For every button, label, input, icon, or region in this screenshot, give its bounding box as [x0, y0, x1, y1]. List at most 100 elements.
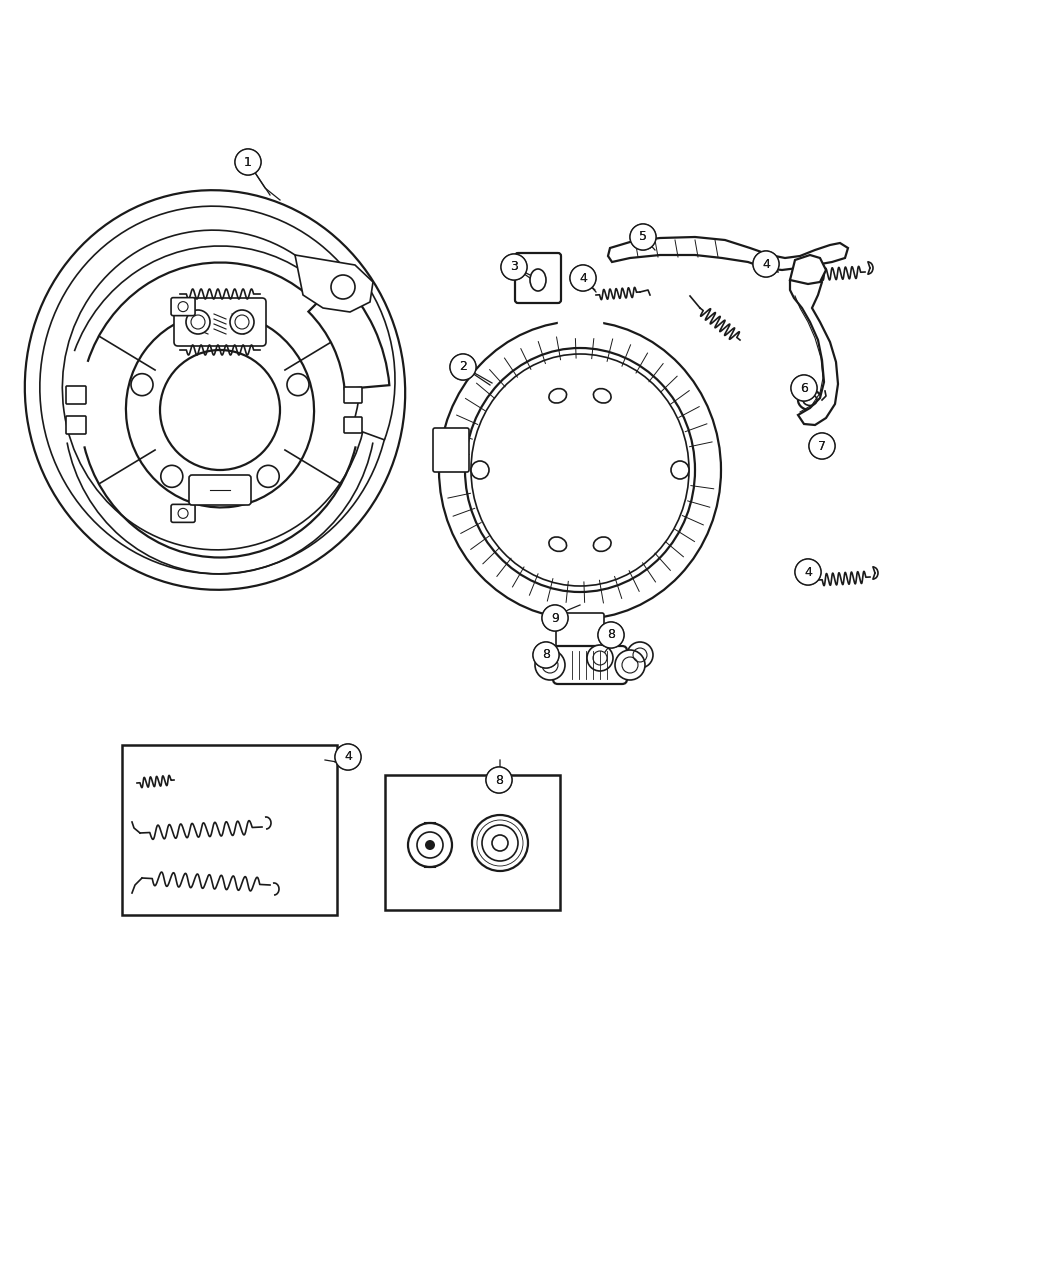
Circle shape [791, 375, 817, 402]
Text: 8: 8 [495, 774, 503, 787]
Circle shape [486, 768, 512, 793]
Ellipse shape [126, 312, 314, 507]
FancyBboxPatch shape [171, 297, 195, 316]
Circle shape [533, 643, 559, 668]
FancyBboxPatch shape [171, 505, 195, 523]
Text: 8: 8 [542, 649, 550, 662]
Text: 4: 4 [804, 566, 812, 579]
Circle shape [178, 509, 188, 519]
Circle shape [235, 149, 261, 175]
Ellipse shape [549, 389, 567, 403]
Text: 4: 4 [762, 258, 770, 270]
Text: 4: 4 [804, 566, 812, 579]
Text: 4: 4 [579, 272, 587, 284]
Circle shape [630, 224, 656, 250]
Text: 6: 6 [800, 381, 807, 394]
FancyBboxPatch shape [66, 416, 86, 434]
Circle shape [178, 302, 188, 311]
Circle shape [671, 462, 689, 479]
Text: 1: 1 [244, 156, 252, 168]
Text: 1: 1 [244, 156, 252, 168]
Circle shape [570, 265, 596, 291]
Text: 3: 3 [510, 260, 518, 274]
Bar [558, 603, 602, 625]
Circle shape [542, 606, 568, 631]
Circle shape [627, 643, 653, 668]
Polygon shape [295, 255, 373, 312]
Text: 9: 9 [551, 612, 559, 625]
Circle shape [160, 351, 280, 470]
Circle shape [791, 375, 817, 402]
Circle shape [335, 745, 361, 770]
Circle shape [501, 254, 527, 280]
Text: 4: 4 [344, 751, 352, 764]
Text: 8: 8 [607, 629, 615, 641]
Ellipse shape [593, 537, 611, 551]
Circle shape [186, 310, 210, 334]
Polygon shape [790, 255, 826, 284]
Circle shape [471, 462, 489, 479]
Circle shape [536, 650, 565, 680]
Text: 3: 3 [510, 260, 518, 274]
Ellipse shape [798, 390, 822, 411]
Circle shape [598, 622, 624, 648]
FancyBboxPatch shape [189, 476, 251, 505]
Bar [385, 775, 560, 910]
Circle shape [795, 558, 821, 585]
Ellipse shape [593, 389, 611, 403]
Circle shape [209, 317, 231, 339]
FancyBboxPatch shape [556, 613, 604, 652]
FancyBboxPatch shape [433, 428, 469, 472]
Circle shape [450, 354, 476, 380]
Circle shape [630, 224, 656, 250]
Circle shape [450, 354, 476, 380]
Circle shape [408, 822, 452, 867]
Text: 7: 7 [818, 440, 826, 453]
FancyBboxPatch shape [344, 417, 362, 434]
Text: 8: 8 [495, 774, 503, 787]
Text: 4: 4 [344, 751, 352, 764]
Polygon shape [608, 237, 848, 270]
Text: 4: 4 [579, 272, 587, 284]
Circle shape [161, 465, 183, 487]
Circle shape [235, 149, 261, 175]
Bar [122, 745, 337, 915]
Circle shape [257, 465, 279, 487]
Circle shape [808, 434, 835, 459]
Circle shape [615, 650, 645, 680]
Text: 6: 6 [800, 381, 807, 394]
Circle shape [570, 265, 596, 291]
FancyBboxPatch shape [344, 388, 362, 403]
Text: 8: 8 [607, 629, 615, 641]
Text: 8: 8 [542, 649, 550, 662]
Circle shape [587, 645, 613, 671]
Text: 2: 2 [459, 361, 467, 374]
Circle shape [598, 622, 624, 648]
Text: 2: 2 [459, 361, 467, 374]
Circle shape [230, 310, 254, 334]
Circle shape [472, 815, 528, 871]
FancyBboxPatch shape [174, 298, 266, 346]
Circle shape [486, 768, 512, 793]
Circle shape [287, 374, 309, 395]
Text: 4: 4 [762, 258, 770, 270]
Circle shape [808, 434, 835, 459]
Circle shape [753, 251, 779, 277]
Circle shape [795, 558, 821, 585]
Ellipse shape [530, 269, 546, 291]
Polygon shape [790, 268, 838, 425]
Text: 7: 7 [818, 440, 826, 453]
Text: 9: 9 [551, 612, 559, 625]
Bar [558, 315, 602, 337]
FancyBboxPatch shape [553, 646, 627, 683]
Circle shape [501, 254, 527, 280]
Text: 5: 5 [639, 231, 647, 244]
FancyBboxPatch shape [66, 386, 86, 404]
Circle shape [335, 745, 361, 770]
FancyBboxPatch shape [514, 252, 561, 303]
Circle shape [753, 251, 779, 277]
Wedge shape [335, 279, 395, 440]
Wedge shape [309, 279, 390, 389]
Circle shape [533, 643, 559, 668]
Circle shape [542, 606, 568, 631]
